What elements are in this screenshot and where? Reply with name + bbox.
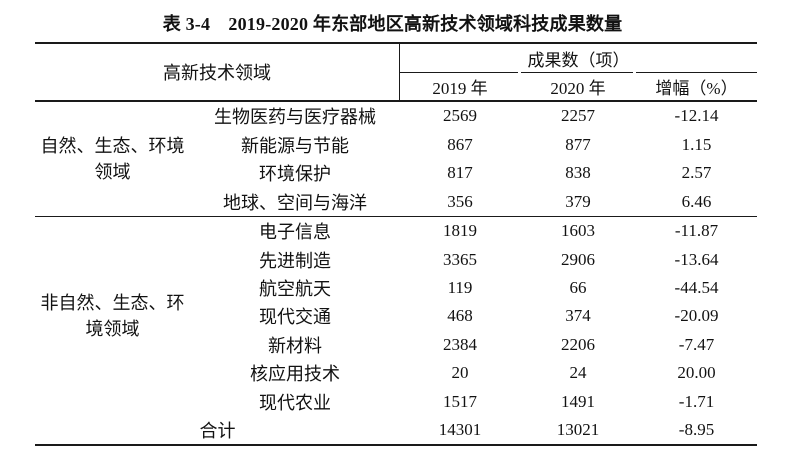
value-2020-cell: 379 bbox=[565, 191, 591, 211]
table-row: 地球、空间与海洋 356 379 6.46 bbox=[190, 188, 757, 217]
growth-cell: -12.14 bbox=[674, 106, 719, 126]
growth-cell: -1.71 bbox=[678, 391, 715, 411]
group-rows: 生物医药与医疗器械 2569 2257 -12.14 新能源与节能 867 87… bbox=[190, 102, 757, 216]
table-caption: 表 3-4 2019-2020 年东部地区高新技术领域科技成果数量 bbox=[162, 14, 623, 34]
header-2019: 2019 年 bbox=[432, 79, 488, 98]
value-2020-cell: 374 bbox=[565, 306, 591, 326]
value-2019-cell: 867 bbox=[447, 134, 473, 154]
value-2019-cell: 20 bbox=[451, 363, 469, 383]
value-2019-cell: 817 bbox=[447, 163, 473, 183]
value-2020-cell: 838 bbox=[565, 163, 591, 183]
header-underline-segment bbox=[400, 72, 518, 73]
field-name-cell: 先进制造 bbox=[259, 250, 331, 271]
data-table: 高新技术领域 成果数（项） 2019 年 2020 年 增幅（%） 自然、生态、… bbox=[35, 42, 757, 446]
header-results-section: 成果数（项） 2019 年 2020 年 增幅（%） bbox=[400, 44, 757, 100]
field-name-cell: 生物医药与医疗器械 bbox=[214, 107, 376, 128]
header-underline-segment bbox=[521, 72, 633, 73]
value-2020-cell: 877 bbox=[565, 134, 591, 154]
header-field-column: 高新技术领域 bbox=[35, 44, 400, 100]
field-name-cell: 新能源与节能 bbox=[241, 135, 349, 156]
growth-cell: -13.64 bbox=[674, 249, 719, 269]
table-row: 环境保护 817 838 2.57 bbox=[190, 159, 757, 188]
value-2020-cell: 2906 bbox=[561, 249, 595, 269]
value-2019-cell: 1517 bbox=[443, 391, 477, 411]
growth-cell: 6.46 bbox=[681, 191, 712, 211]
table-row: 航空航天 119 66 -44.54 bbox=[190, 274, 757, 302]
field-name-cell: 现代交通 bbox=[259, 307, 331, 328]
table-row: 核应用技术 20 24 20.00 bbox=[190, 359, 757, 387]
growth-cell: 1.15 bbox=[681, 134, 712, 154]
field-name-cell: 航空航天 bbox=[259, 279, 331, 300]
table-row: 新能源与节能 867 877 1.15 bbox=[190, 131, 757, 160]
field-name-cell: 地球、空间与海洋 bbox=[223, 192, 367, 213]
growth-cell: 2.57 bbox=[681, 163, 712, 183]
group-label-line: 非自然、生态、环 bbox=[40, 293, 185, 314]
table-row: 现代交通 468 374 -20.09 bbox=[190, 302, 757, 330]
group-label-line: 领域 bbox=[94, 162, 131, 182]
value-2019-cell: 1819 bbox=[443, 221, 477, 241]
group-rows: 电子信息 1819 1603 -11.87 先进制造 3365 2906 -13… bbox=[190, 217, 757, 416]
value-2020-cell: 24 bbox=[569, 363, 587, 383]
header-year-row: 2019 年 2020 年 增幅（%） bbox=[400, 73, 757, 100]
field-name-cell: 电子信息 bbox=[259, 222, 331, 243]
group-label: 自然、生态、环境 领域 bbox=[35, 102, 190, 216]
growth-cell: -44.54 bbox=[674, 278, 719, 298]
table-row: 现代农业 1517 1491 -1.71 bbox=[190, 388, 757, 416]
value-2019-cell: 3365 bbox=[443, 249, 477, 269]
group-non-natural-eco-environment: 非自然、生态、环 境领域 电子信息 1819 1603 -11.87 先进制造 … bbox=[35, 216, 757, 416]
group-natural-eco-environment: 自然、生态、环境 领域 生物医药与医疗器械 2569 2257 -12.14 新… bbox=[35, 102, 757, 216]
value-2019-cell: 2384 bbox=[443, 334, 477, 354]
value-2020-cell: 1491 bbox=[561, 391, 595, 411]
group-label: 非自然、生态、环 境领域 bbox=[35, 217, 190, 416]
field-name-cell: 环境保护 bbox=[259, 164, 331, 185]
total-growth-cell: -8.95 bbox=[678, 419, 715, 439]
table-header: 高新技术领域 成果数（项） 2019 年 2020 年 增幅（%） bbox=[35, 44, 757, 102]
table-row: 先进制造 3365 2906 -13.64 bbox=[190, 245, 757, 273]
table-row: 生物医药与医疗器械 2569 2257 -12.14 bbox=[190, 102, 757, 131]
table-row: 新材料 2384 2206 -7.47 bbox=[190, 331, 757, 359]
value-2019-cell: 356 bbox=[447, 191, 473, 211]
value-2020-cell: 66 bbox=[569, 278, 587, 298]
total-2020-cell: 13021 bbox=[556, 419, 600, 439]
header-2020: 2020 年 bbox=[550, 79, 606, 98]
group-label-line: 境领域 bbox=[85, 319, 140, 340]
value-2020-cell: 2206 bbox=[561, 334, 595, 354]
header-results-group-label: 成果数（项） bbox=[527, 51, 630, 70]
field-name-cell: 核应用技术 bbox=[250, 364, 340, 385]
total-row: 合计 14301 13021 -8.95 bbox=[35, 416, 757, 444]
header-results-group-cell: 成果数（项） bbox=[400, 44, 757, 73]
growth-cell: -7.47 bbox=[678, 334, 715, 354]
field-name-cell: 现代农业 bbox=[259, 392, 331, 413]
header-underline-segment bbox=[636, 72, 757, 73]
total-2019-cell: 14301 bbox=[438, 419, 482, 439]
value-2020-cell: 1603 bbox=[561, 221, 595, 241]
value-2019-cell: 468 bbox=[447, 306, 473, 326]
value-2019-cell: 119 bbox=[447, 278, 473, 298]
value-2020-cell: 2257 bbox=[561, 106, 595, 126]
group-label-line: 自然、生态、环境 bbox=[40, 136, 185, 156]
header-growth: 增幅（%） bbox=[655, 79, 738, 98]
growth-cell: -20.09 bbox=[674, 306, 719, 326]
field-name-cell: 新材料 bbox=[268, 335, 322, 356]
table-row: 电子信息 1819 1603 -11.87 bbox=[190, 217, 757, 245]
growth-cell: 20.00 bbox=[677, 363, 716, 383]
total-label-cell: 合计 bbox=[199, 420, 236, 441]
growth-cell: -11.87 bbox=[674, 221, 719, 241]
value-2019-cell: 2569 bbox=[443, 106, 477, 126]
